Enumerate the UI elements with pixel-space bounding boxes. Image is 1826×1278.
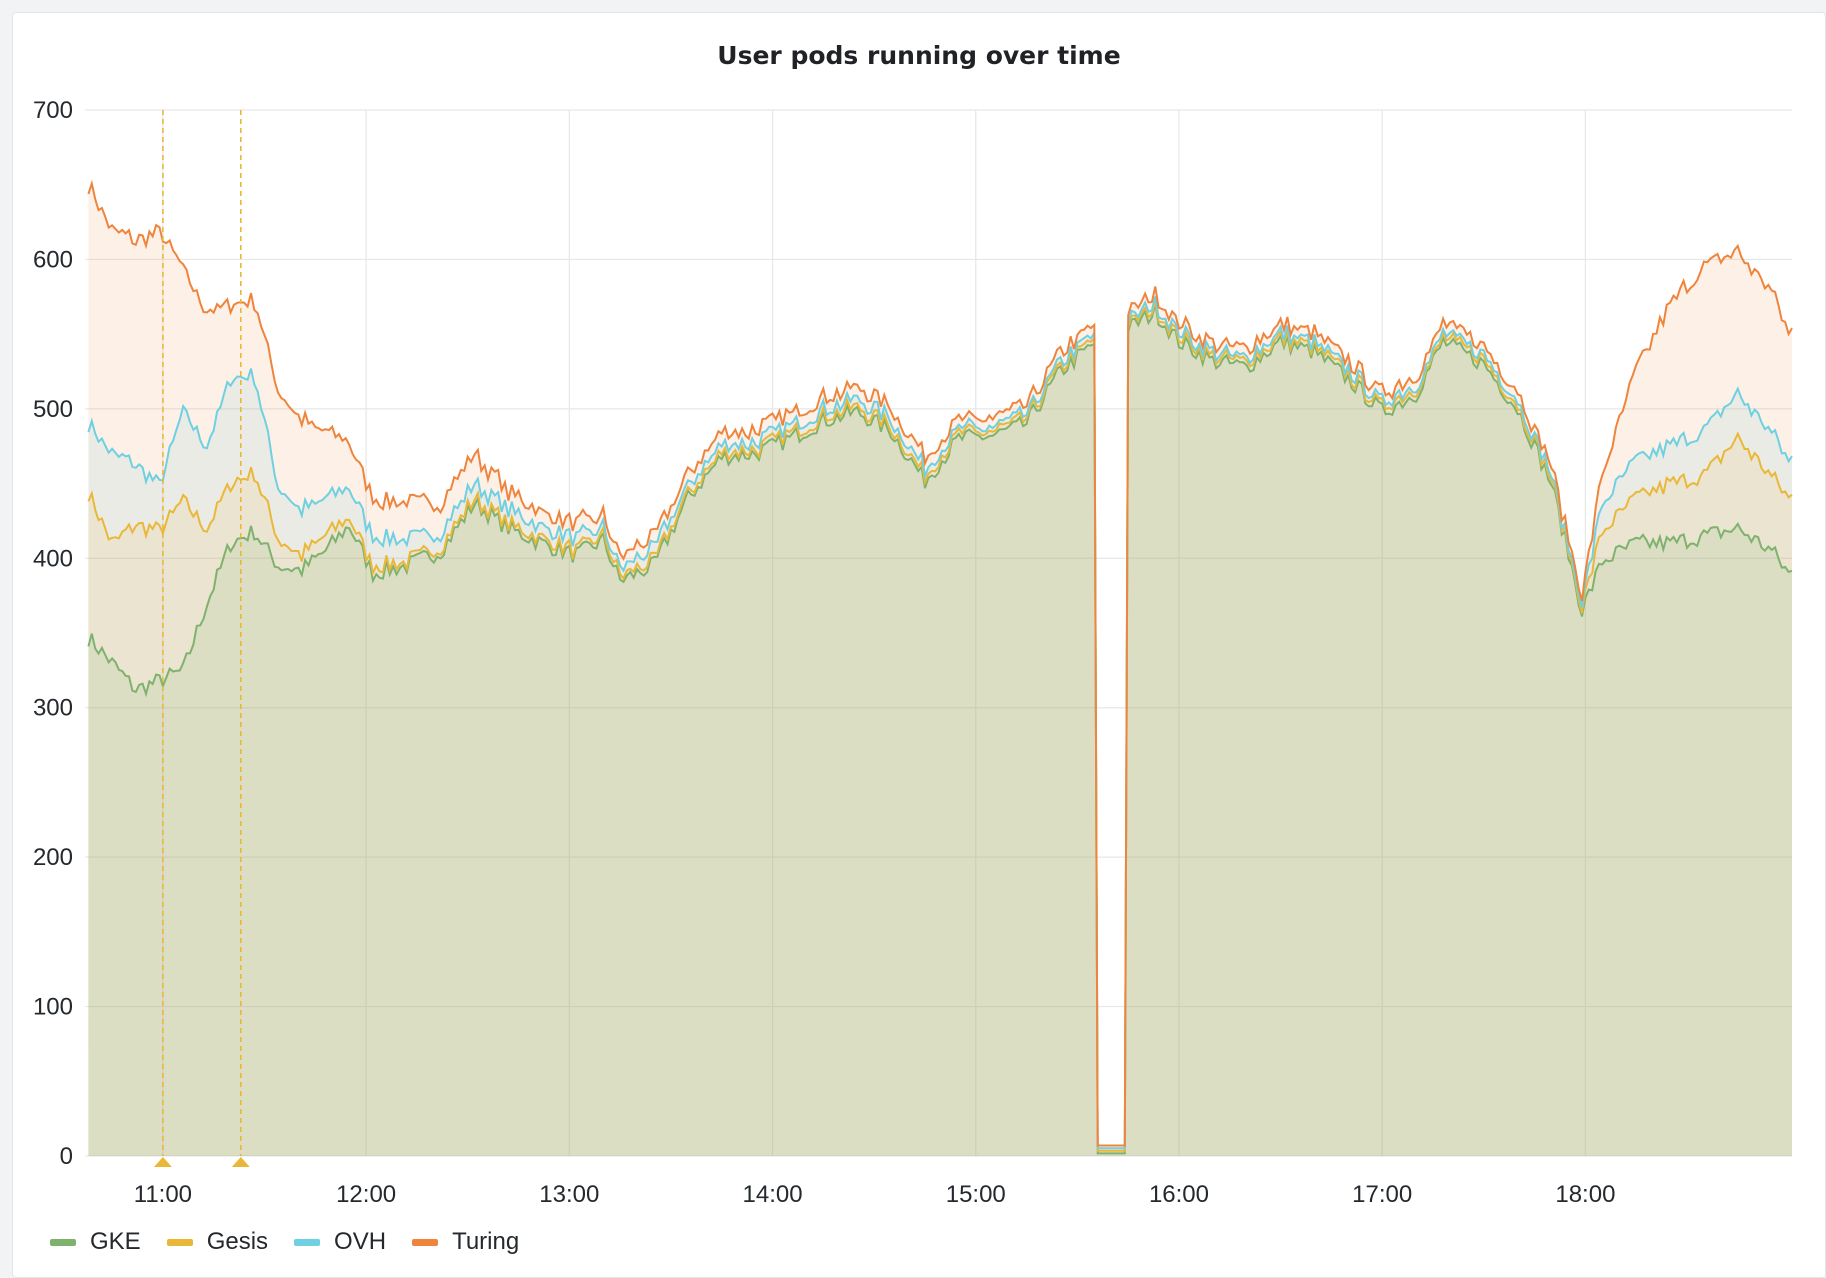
series-area-turing: [88, 183, 1792, 1156]
x-tick-label: 14:00: [743, 1181, 803, 1208]
y-tick-label: 100: [33, 994, 73, 1021]
x-tick-label: 16:00: [1149, 1181, 1209, 1208]
y-tick-label: 300: [33, 695, 73, 722]
annotation-marker-icon[interactable]: [231, 1157, 250, 1167]
annotation-marker-icon[interactable]: [153, 1157, 172, 1167]
x-tick-label: 13:00: [539, 1181, 599, 1208]
x-tick-label: 15:00: [946, 1181, 1006, 1208]
series-line-gke[interactable]: [87, 303, 1793, 1155]
x-tick-label: 17:00: [1352, 1181, 1412, 1208]
legend-label: Gesis: [206, 1228, 269, 1255]
series-line-ovh[interactable]: [87, 296, 1793, 1150]
y-tick-label: 400: [33, 545, 73, 572]
legend-swatch: [50, 1238, 76, 1246]
series-area-gesis: [88, 300, 1792, 1157]
legend-item-ovh[interactable]: OVH: [294, 1228, 386, 1256]
series-line-gesis[interactable]: [87, 300, 1793, 1152]
x-tick-label: 12:00: [336, 1181, 396, 1208]
legend-label: OVH: [334, 1228, 387, 1255]
chart-legend: GKE Gesis OVH Turing: [50, 1228, 519, 1256]
chart-title[interactable]: User pods running over time: [717, 41, 1121, 70]
x-tick-label: 18:00: [1555, 1181, 1615, 1208]
y-tick-label: 600: [33, 246, 73, 273]
legend-item-turing[interactable]: Turing: [412, 1228, 519, 1256]
legend-item-gke[interactable]: GKE: [50, 1228, 141, 1256]
legend-swatch: [166, 1238, 193, 1246]
legend-swatch: [412, 1238, 439, 1246]
series-line-turing[interactable]: [87, 179, 1793, 1147]
legend-label: GKE: [90, 1228, 141, 1255]
legend-swatch: [294, 1238, 321, 1246]
y-tick-label: 200: [33, 844, 73, 871]
legend-item-gesis[interactable]: Gesis: [166, 1228, 269, 1256]
legend-label: Turing: [452, 1228, 520, 1255]
y-tick-label: 0: [60, 1143, 73, 1170]
y-tick-label: 500: [33, 396, 73, 423]
x-tick-label: 11:00: [134, 1181, 192, 1208]
series-area-gke: [88, 304, 1792, 1156]
graph-panel: User pods running over time: [12, 12, 1826, 1278]
y-tick-label: 700: [33, 97, 73, 124]
